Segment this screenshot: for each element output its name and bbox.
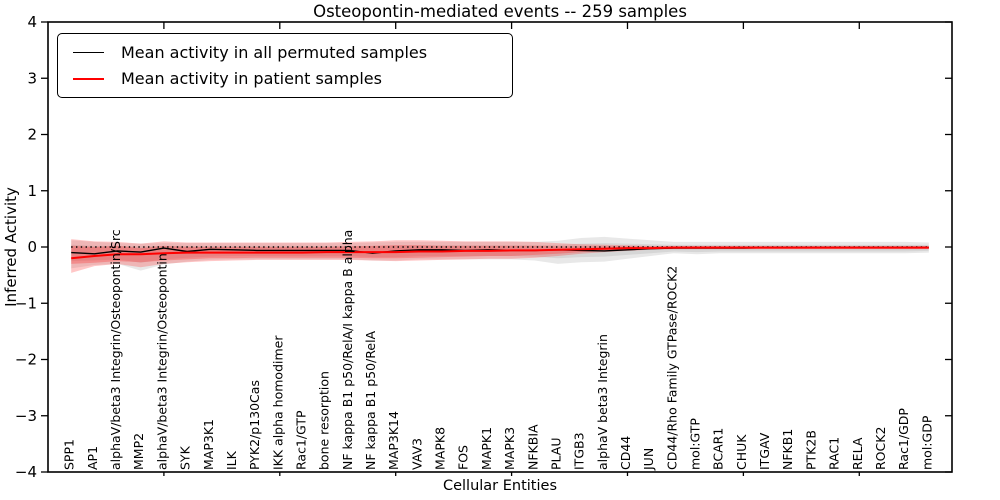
- x-category-label: RELA: [850, 437, 865, 470]
- x-category-label: ITGAV: [757, 432, 772, 470]
- x-category-label: IKK alpha homodimer: [270, 335, 285, 470]
- x-category-label: ITGB3: [572, 432, 587, 470]
- x-category-label: alphaV/beta3 Integrin/Osteopontin: [154, 253, 169, 470]
- x-category-label: PLAU: [548, 438, 563, 471]
- y-axis-title: Inferred Activity: [2, 187, 20, 307]
- y-tick-label: 4: [27, 13, 37, 31]
- x-category-label: SPP1: [62, 439, 77, 470]
- x-category-label: Rac1/GDP: [896, 408, 911, 470]
- legend: Mean activity in all permuted samples Me…: [57, 33, 513, 98]
- y-tick-label: 2: [27, 126, 37, 144]
- x-category-label: NF kappa B1 p50/RelA/I kappa B alpha: [340, 230, 355, 470]
- x-category-label: MAP3K1: [201, 419, 216, 470]
- x-category-label: CD44: [618, 436, 633, 470]
- x-category-label: MMP2: [131, 433, 146, 470]
- y-tick-label: 3: [27, 69, 37, 87]
- legend-item-permuted: Mean activity in all permuted samples: [58, 43, 512, 62]
- band-permuted-samples-range-outer: [71, 236, 929, 271]
- x-category-label: MAPK8: [433, 427, 448, 470]
- y-tick-label: −4: [15, 463, 37, 481]
- x-category-label: FOS: [456, 445, 471, 470]
- x-category-label: BCAR1: [711, 428, 726, 470]
- patient-line-swatch: [73, 77, 104, 80]
- y-tick-label: −3: [15, 407, 37, 425]
- x-category-label: ROCK2: [873, 427, 888, 470]
- x-category-label: Rac1/GTP: [294, 410, 309, 470]
- x-category-label: MAPK3: [502, 427, 517, 470]
- x-category-label: alphaV beta3 Integrin: [595, 334, 610, 470]
- x-category-label: alphaV/beta3 Integrin/Osteopontin/Src: [108, 229, 123, 470]
- legend-item-patient: Mean activity in patient samples: [58, 69, 512, 88]
- legend-label-patient: Mean activity in patient samples: [121, 69, 382, 88]
- x-category-label: JUN: [641, 448, 656, 471]
- y-tick-label: −2: [15, 351, 37, 369]
- x-category-label: CHUK: [734, 434, 749, 470]
- x-category-label: NFKB1: [780, 429, 795, 470]
- y-tick-label: 1: [27, 182, 37, 200]
- x-category-label: CD44/Rho Family GTPase/ROCK2: [664, 266, 679, 470]
- series-line-patient: [71, 246, 929, 260]
- x-category-label: PTK2B: [803, 430, 818, 470]
- x-category-label: MAP3K14: [386, 411, 401, 470]
- x-category-label: MAPK1: [479, 427, 494, 470]
- permuted-line-swatch: [73, 52, 104, 53]
- x-category-label: bone resorption: [317, 371, 332, 470]
- chart-title: Osteopontin-mediated events -- 259 sampl…: [313, 2, 687, 21]
- x-category-label: NFKBIA: [525, 424, 540, 470]
- x-category-label: PYK2/p130Cas: [247, 380, 262, 470]
- x-category-label: RAC1: [827, 437, 842, 470]
- x-category-label: NF kappa B1 p50/RelA: [363, 330, 378, 470]
- y-tick-label: 0: [27, 238, 37, 256]
- x-axis-title: Cellular Entities: [442, 478, 558, 494]
- x-category-label: mol:GDP: [919, 415, 934, 470]
- x-category-label: mol:GTP: [688, 418, 703, 470]
- x-category-label: SYK: [178, 445, 193, 470]
- x-category-label: AP1: [85, 446, 100, 470]
- legend-label-permuted: Mean activity in all permuted samples: [121, 43, 428, 62]
- x-category-label: VAV3: [409, 438, 424, 470]
- y-tick-label: −1: [15, 294, 37, 312]
- x-category-label: ILK: [224, 450, 239, 470]
